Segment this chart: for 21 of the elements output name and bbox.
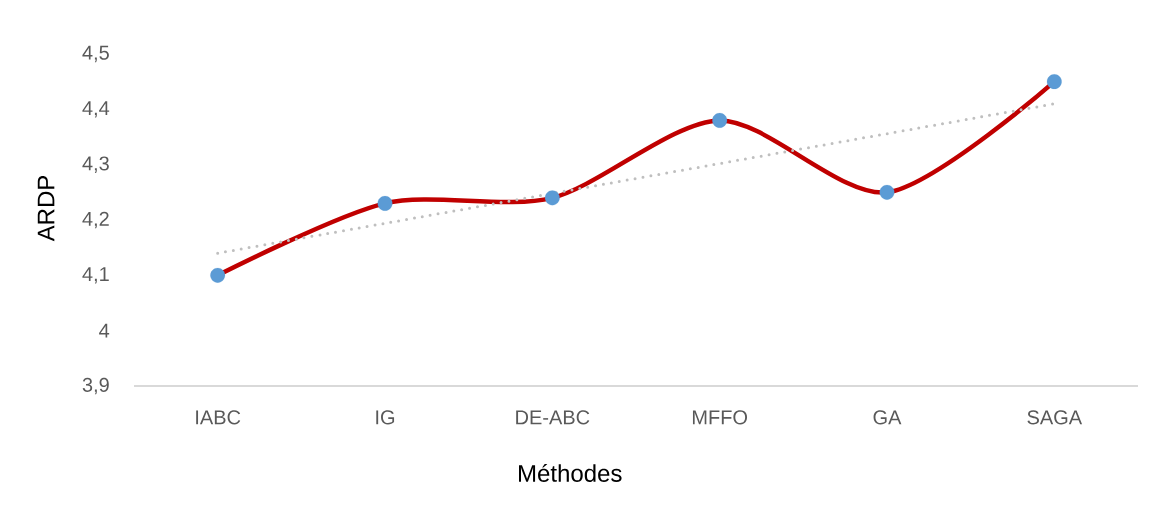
y-tick-label: 4,1 — [82, 267, 109, 284]
x-tick-label: DE-ABC — [516, 410, 590, 425]
x-tick-label: IABC — [196, 410, 241, 425]
point — [210, 267, 226, 283]
point — [879, 184, 895, 200]
point — [1046, 74, 1062, 90]
point — [377, 196, 393, 211]
y-tick-label: 4,4 — [82, 101, 110, 118]
y-axis-title: ARDP — [37, 175, 55, 242]
y-tick-label: 4 — [99, 323, 110, 338]
x-axis-title: Méthodes — [519, 464, 622, 482]
point — [712, 113, 728, 128]
y-tick-label: 4,3 — [82, 156, 109, 173]
x-tick-label: MFFO — [692, 410, 748, 425]
x-tick-label: SAGA — [1027, 410, 1083, 425]
y-tick-label: 4,5 — [82, 45, 109, 63]
x-tick-label: GA — [873, 410, 902, 425]
y-tick-label: 4,2 — [82, 211, 109, 229]
x-tick-label: IG — [376, 410, 395, 425]
y-tick-label: 3,9 — [82, 377, 109, 395]
point — [544, 190, 560, 206]
